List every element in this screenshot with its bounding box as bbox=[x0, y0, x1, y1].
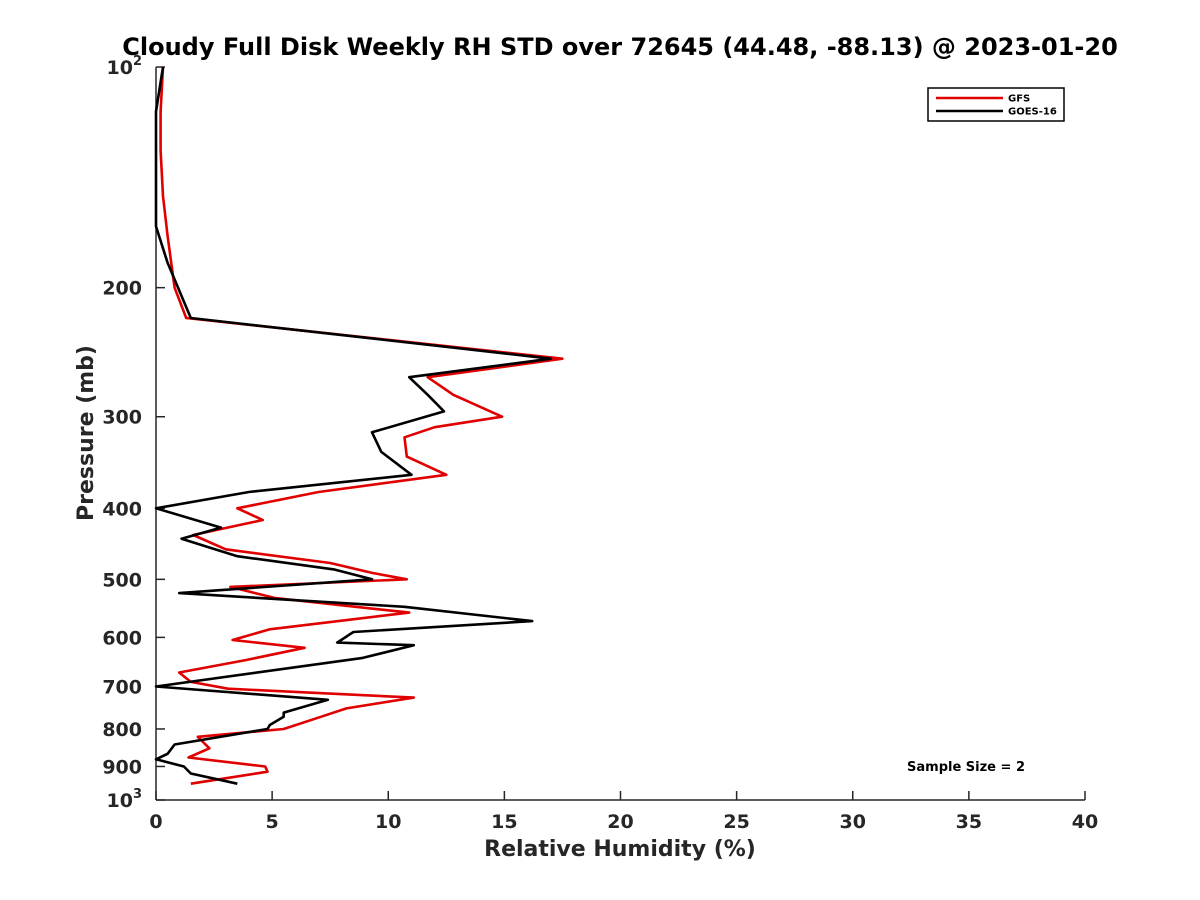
sample-size-annotation: Sample Size = 2 bbox=[907, 760, 1025, 775]
y-tick-label: 200 bbox=[102, 278, 142, 300]
legend-box bbox=[927, 87, 1065, 122]
x-tick-label: 5 bbox=[266, 811, 279, 833]
x-tick-label: 40 bbox=[1072, 811, 1098, 833]
y-ticks: 200 300 400 500 600 700 800 900 102 103 bbox=[102, 54, 165, 812]
x-tick-label: 20 bbox=[607, 811, 633, 833]
y-tick-label: 900 bbox=[102, 756, 142, 778]
x-ticks: 0 5 10 15 20 25 30 35 40 bbox=[149, 791, 1098, 833]
x-tick-label: 25 bbox=[723, 811, 749, 833]
y-tick-label: 600 bbox=[102, 627, 142, 649]
series-group bbox=[154, 66, 564, 785]
y-tick-label: 400 bbox=[102, 498, 142, 520]
legend-label-goes-16: GOES-16 bbox=[1008, 107, 1057, 118]
y-tick-label: 103 bbox=[107, 787, 143, 812]
y-axis-label: Pressure (mb) bbox=[74, 345, 99, 521]
series-line-gfs bbox=[159, 66, 564, 785]
series-line-goes-16 bbox=[154, 66, 553, 785]
legend: GFS GOES-16 bbox=[927, 87, 1065, 122]
y-tick-label: 300 bbox=[102, 407, 142, 429]
x-tick-label: 15 bbox=[491, 811, 517, 833]
y-tick-label: 500 bbox=[102, 569, 142, 591]
x-axis-label: Relative Humidity (%) bbox=[484, 837, 756, 862]
y-tick-label: 102 bbox=[107, 54, 143, 79]
plot-area: 0 5 10 15 20 25 30 35 40 200 300 400 500 600 700 800 90… bbox=[102, 54, 1098, 833]
x-tick-label: 35 bbox=[956, 811, 982, 833]
y-tick-label: 700 bbox=[102, 676, 142, 698]
y-tick-label: 800 bbox=[102, 719, 142, 741]
x-tick-label: 0 bbox=[149, 811, 162, 833]
x-tick-label: 30 bbox=[840, 811, 866, 833]
chart-title: Cloudy Full Disk Weekly RH STD over 7264… bbox=[122, 33, 1118, 61]
legend-label-gfs: GFS bbox=[1008, 94, 1030, 105]
x-tick-label: 10 bbox=[375, 811, 401, 833]
